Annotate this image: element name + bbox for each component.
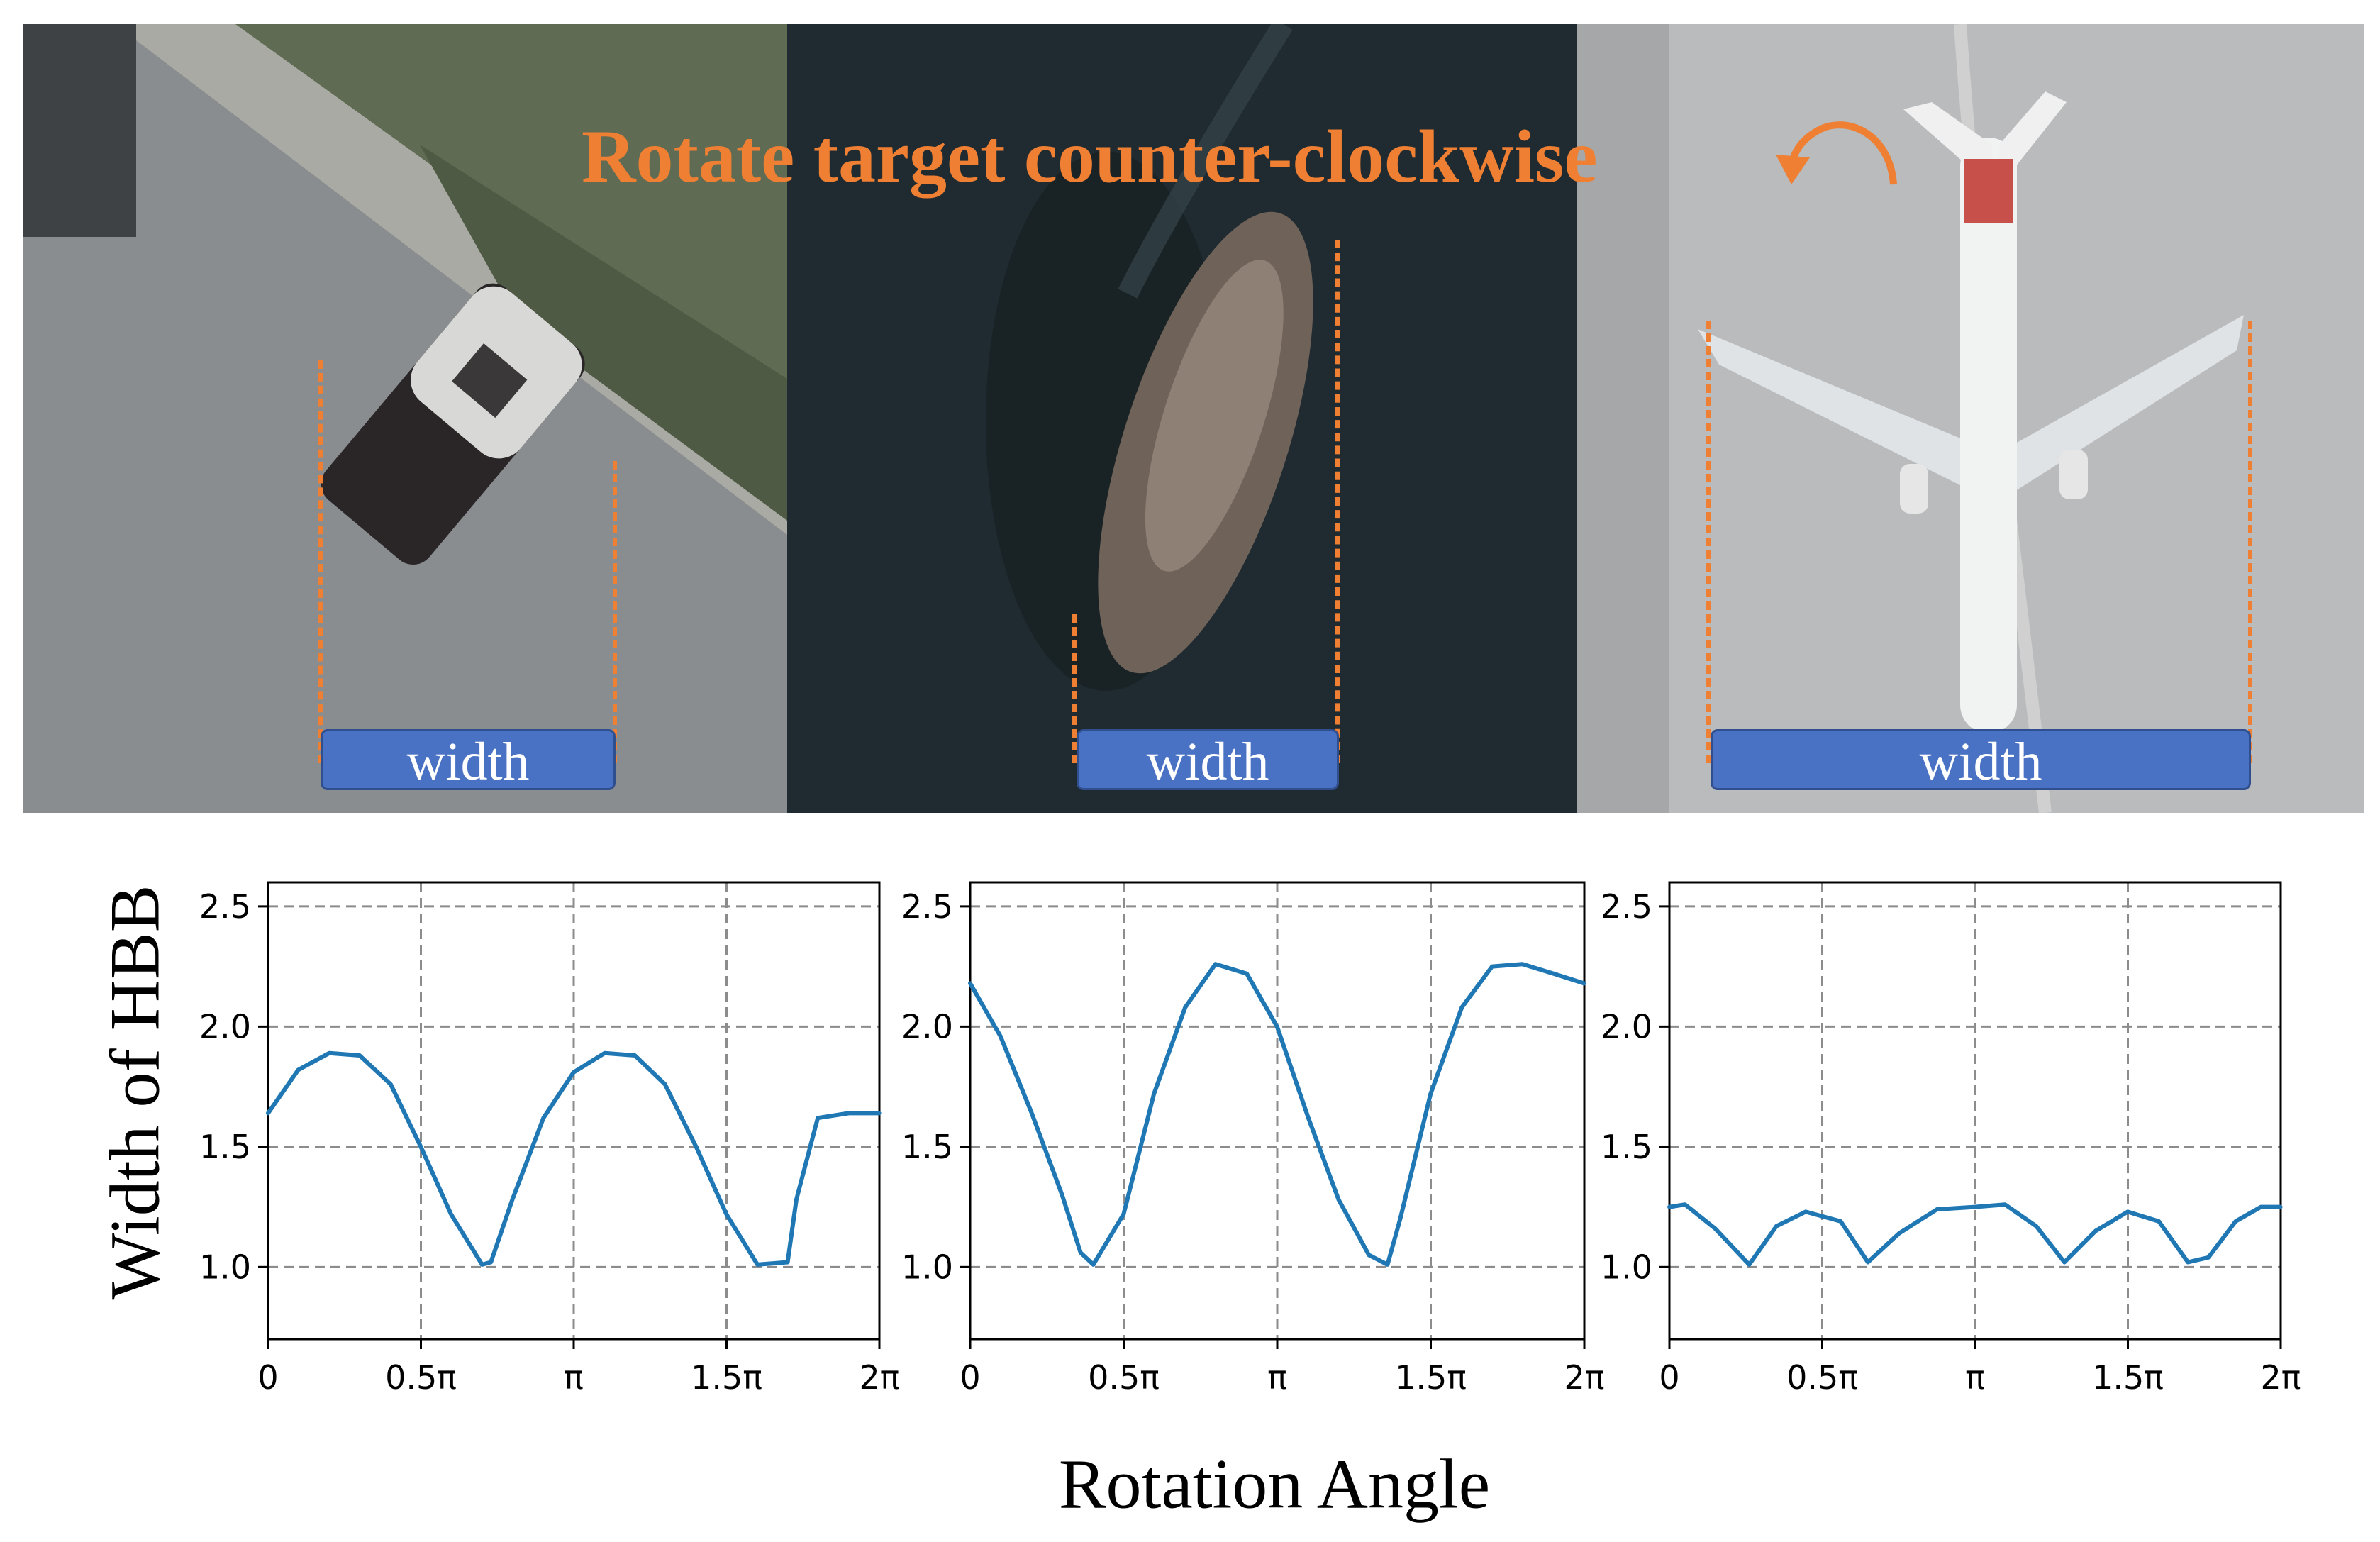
x-tick-label: π	[564, 1358, 584, 1397]
y-tick-label: 2.0	[1601, 1007, 1652, 1045]
x-tick-label: π	[1267, 1358, 1287, 1397]
ship-width-right-marker	[1335, 240, 1340, 763]
y-tick-label: 1.5	[1601, 1128, 1652, 1166]
ship-photo	[787, 24, 1577, 813]
car-width-label: width	[321, 729, 616, 792]
x-tick-label: 1.5π	[691, 1358, 762, 1397]
series-line-1	[968, 962, 1586, 1267]
ship-width-label: width	[1077, 729, 1339, 792]
chart-panel-1: 0 0.5π π 1.5π 2π 1.0 1.5 2.0 2.5	[199, 881, 900, 1397]
car-width-right-marker	[613, 461, 617, 763]
x-tick-label: 2π	[860, 1358, 900, 1397]
y-tick-label: 1.0	[901, 1248, 953, 1286]
y-tick-label: 2.0	[901, 1007, 953, 1045]
y-tick-label: 1.0	[199, 1248, 251, 1286]
y-tick-label: 2.5	[199, 887, 251, 926]
car-photo	[23, 24, 787, 813]
car-width-left-marker	[318, 360, 323, 763]
series-line-1	[266, 1050, 882, 1267]
x-axis-label: Rotation Angle	[1058, 1444, 1491, 1524]
x-tick-label: 0	[960, 1358, 980, 1397]
airplane-width-left-marker	[1706, 321, 1711, 763]
y-tick-label: 2.5	[901, 887, 953, 926]
airplane-width-label: width	[1711, 729, 2251, 792]
x-tick-label: 0.5π	[1088, 1358, 1160, 1397]
x-tick-label: 0	[257, 1358, 278, 1397]
chart-panel-2: 0 0.5π π 1.5π 2π 1.0 1.5 2.0 2.5	[901, 881, 1605, 1397]
rotation-annotation: Rotate target counter-clockwise	[582, 115, 1598, 198]
y-tick-label: 1.5	[199, 1128, 251, 1166]
y-tick-label: 2.5	[1601, 887, 1652, 926]
y-tick-label: 2.0	[199, 1007, 251, 1045]
x-tick-label: 2π	[1564, 1358, 1605, 1397]
x-tick-label: 1.5π	[1395, 1358, 1467, 1397]
y-tick-label: 1.0	[1601, 1248, 1652, 1286]
y-tick-label: 1.5	[901, 1128, 953, 1166]
x-tick-label: 0.5π	[1786, 1358, 1858, 1397]
x-tick-label: 2π	[2261, 1358, 2301, 1397]
airplane-width-right-marker	[2248, 321, 2252, 763]
series-line-1	[1667, 1202, 2283, 1267]
chart-panel-3: 0 0.5π π 1.5π 2π 1.0 1.5 2.0 2.5	[1601, 881, 2301, 1397]
x-tick-label: 1.5π	[2092, 1358, 2164, 1397]
x-tick-label: 0	[1659, 1358, 1679, 1397]
ship-width-left-marker	[1072, 614, 1077, 763]
y-axis-label: Width of HBB	[95, 884, 174, 1300]
x-tick-label: 0.5π	[385, 1358, 457, 1397]
counter-clockwise-arrow-icon	[1776, 121, 1897, 185]
x-tick-label: π	[1965, 1358, 1985, 1397]
